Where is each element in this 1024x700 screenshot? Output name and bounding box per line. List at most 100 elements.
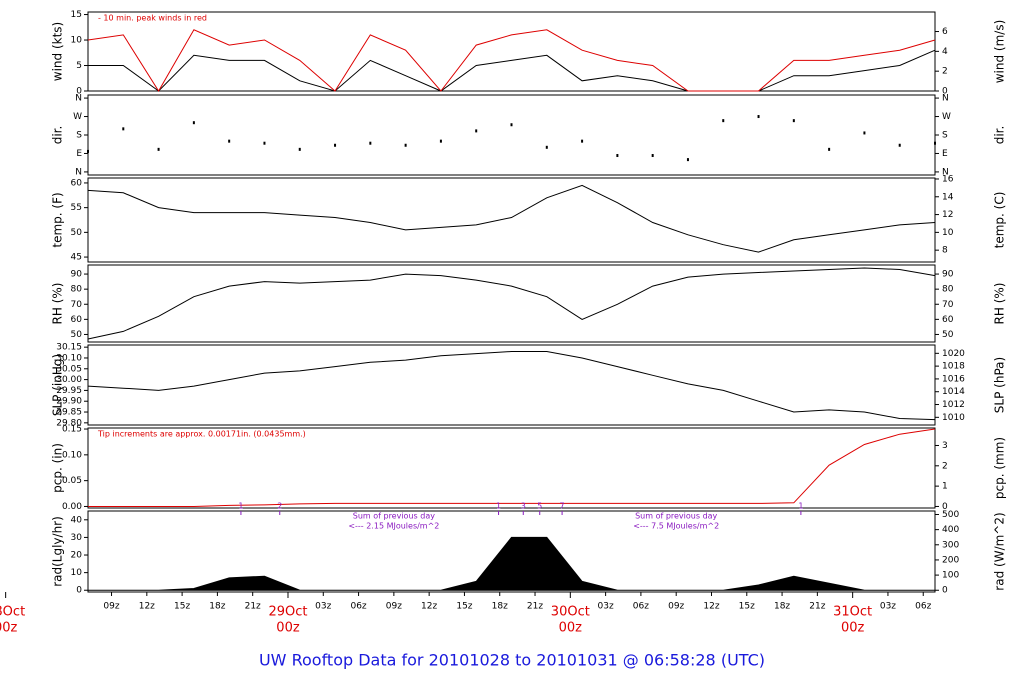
tip-label: 2 xyxy=(277,502,282,511)
y-tick-label: 30.10 xyxy=(56,353,82,363)
annotation: <--- 2.15 MJoules/m^2 xyxy=(348,522,439,531)
y2-axis-label: rad (W/m^2) xyxy=(993,512,1007,590)
y-tick-label: 50 xyxy=(71,228,83,238)
point xyxy=(122,127,125,131)
x-tick-label: 15z xyxy=(174,602,190,612)
point xyxy=(192,121,195,125)
tip-label: 1 xyxy=(496,502,501,511)
line xyxy=(87,184,936,253)
tip-label: 3 xyxy=(521,502,526,511)
annotation: Sum of previous day xyxy=(353,512,435,521)
x-tick-label: 06z xyxy=(350,602,366,612)
y-tick-label: 0 xyxy=(76,87,82,97)
line xyxy=(87,351,936,421)
point xyxy=(298,147,301,151)
y-tick-label: 10 xyxy=(71,568,83,578)
y-axis-label: rad(Lgly/hr) xyxy=(51,516,65,587)
y2-tick-label: 1018 xyxy=(942,362,965,372)
x-tick-label: 21z xyxy=(527,602,543,612)
y2-tick-label: 70 xyxy=(942,300,954,310)
y-tick-label: 29.90 xyxy=(56,397,82,407)
y2-tick-label: 2 xyxy=(942,461,948,471)
panel-frame xyxy=(87,11,936,92)
y2-tick-label: W xyxy=(942,112,951,122)
panel-frame xyxy=(87,427,936,509)
y2-tick-label: 1020 xyxy=(942,349,965,359)
y2-tick-label: 200 xyxy=(942,555,959,565)
y2-tick-label: 1016 xyxy=(942,374,965,384)
point xyxy=(157,147,160,151)
point xyxy=(792,119,795,123)
y2-tick-label: E xyxy=(942,149,948,159)
annotation: - 10 min. peak winds in red xyxy=(98,14,207,23)
y-tick-label: 5 xyxy=(76,61,82,71)
y-tick-label: 15 xyxy=(71,10,82,20)
point xyxy=(334,143,337,147)
area xyxy=(87,536,936,591)
y2-axis-label: temp. (C) xyxy=(993,192,1007,249)
day-label: 30Oct xyxy=(551,605,590,620)
day-label: 29Oct xyxy=(268,605,307,620)
point xyxy=(369,141,372,145)
y2-tick-label: 6 xyxy=(942,27,948,37)
panel-frame xyxy=(87,344,936,426)
day-label: 31Oct xyxy=(833,605,872,620)
x-tick-label: 03z xyxy=(880,602,896,612)
y2-axis-label: SLP (hPa) xyxy=(993,357,1007,413)
y-tick-label: 0.00 xyxy=(62,502,82,512)
point xyxy=(757,115,760,119)
y2-tick-label: 16 xyxy=(942,174,954,184)
y2-axis-label: RH (%) xyxy=(993,283,1007,325)
annotation: <--- 7.5 MJoules/m^2 xyxy=(633,522,719,531)
tip-label: 5 xyxy=(537,502,542,511)
y-tick-label: N xyxy=(75,94,82,104)
y2-tick-label: 100 xyxy=(942,571,959,581)
y-tick-label: 20 xyxy=(71,551,83,561)
y2-tick-label: 300 xyxy=(942,540,959,550)
x-tick-label: 06z xyxy=(633,602,649,612)
x-tick-label: 03z xyxy=(315,602,331,612)
point xyxy=(439,139,442,143)
y2-tick-label: 1 xyxy=(942,482,948,492)
point xyxy=(263,141,266,145)
y-tick-label: 30.05 xyxy=(56,364,82,374)
point xyxy=(898,143,901,147)
y-tick-label: 10 xyxy=(71,36,83,46)
tip-label: 1 xyxy=(798,502,803,511)
y2-tick-label: 4 xyxy=(942,47,948,57)
y2-tick-label: S xyxy=(942,131,948,141)
annotation: Tip increments are approx. 0.00171in. (0… xyxy=(97,430,306,439)
y-tick-label: 40 xyxy=(71,515,83,525)
y2-tick-label: 60 xyxy=(942,315,954,325)
y-tick-label: 0.05 xyxy=(62,476,82,486)
panel-frame xyxy=(87,177,936,263)
point xyxy=(651,154,654,158)
y-tick-label: 30 xyxy=(71,533,83,543)
y-axis-label: pcp. (in) xyxy=(51,443,65,493)
y2-axis-label: wind (m/s) xyxy=(993,20,1007,84)
y2-tick-label: 10 xyxy=(942,228,954,238)
point xyxy=(87,149,89,153)
y-tick-label: 29.85 xyxy=(56,408,82,418)
panel-frame xyxy=(87,94,936,176)
day-sub-label: 00z xyxy=(276,621,300,636)
y-tick-label: 45 xyxy=(71,253,82,263)
y2-tick-label: 80 xyxy=(942,285,954,295)
x-tick-label: 12z xyxy=(421,602,437,612)
point xyxy=(404,143,407,147)
point xyxy=(228,139,231,143)
y2-tick-label: 3 xyxy=(942,441,948,451)
y-tick-label: 29.80 xyxy=(56,418,82,428)
y2-tick-label: 0 xyxy=(942,502,948,512)
x-tick-label: 09z xyxy=(103,602,119,612)
y-tick-label: 70 xyxy=(71,300,83,310)
point xyxy=(934,141,936,145)
y2-tick-label: 90 xyxy=(942,270,954,280)
point xyxy=(545,145,548,149)
y-axis-label: wind (kts) xyxy=(51,22,65,81)
x-tick-label: 09z xyxy=(668,602,684,612)
y-tick-label: W xyxy=(73,112,82,122)
line xyxy=(88,428,936,507)
y-axis-label: RH (%) xyxy=(51,283,65,325)
